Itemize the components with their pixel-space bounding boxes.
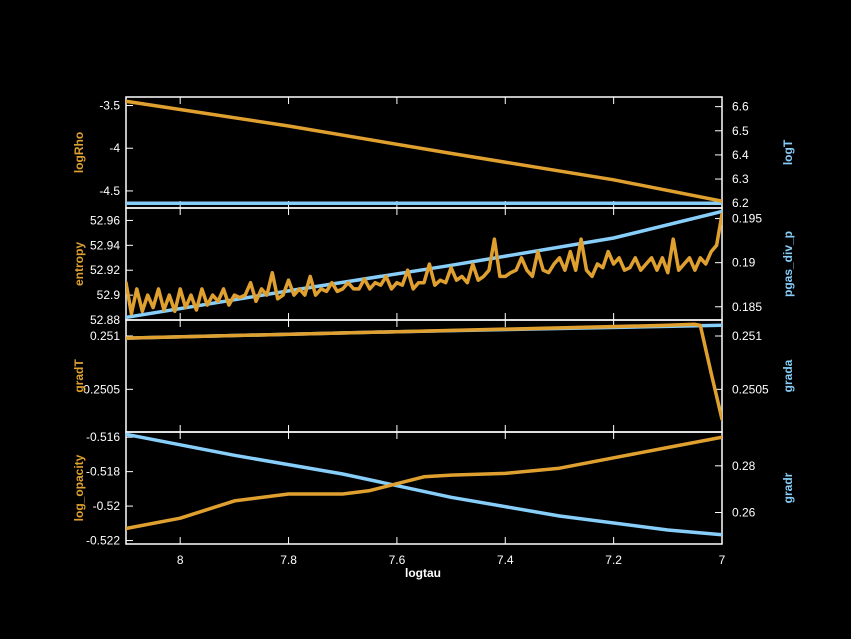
right-tick-label: 6.2 [732, 196, 749, 210]
left-tick-label: -0.52 [93, 499, 121, 513]
left-tick-label: 52.96 [90, 213, 120, 227]
right-tick-label: 6.6 [732, 100, 749, 114]
left-tick-label: -3.5 [99, 99, 120, 113]
x-tick-label: 7.8 [280, 553, 297, 567]
series-line-entropy [126, 212, 722, 316]
left-tick-label: -4.5 [99, 184, 120, 198]
series-line-gradr [126, 432, 722, 537]
panel-2: 52.96 52.94 52.92 52.9 52.88 0.195 0.19 0.185 en… [72, 207, 795, 327]
panel-frame [125, 431, 723, 545]
left-tick-label: 52.9 [97, 288, 121, 302]
x-tick-label: 7.2 [605, 553, 622, 567]
right-axis-label: logT [781, 139, 795, 165]
series-line-pgas_div_p [126, 209, 722, 320]
right-tick-label: 0.185 [732, 300, 762, 314]
left-tick-label: 0.2505 [83, 382, 120, 396]
right-tick-label: 0.251 [732, 329, 762, 343]
right-tick-label: 0.195 [732, 212, 762, 226]
left-tick-label: 0.251 [90, 329, 120, 343]
panel-4: -0.516 -0.518 -0.52 -0.522 0.28 0.26 log_opaci… [72, 430, 795, 547]
right-tick-label: 6.5 [732, 124, 749, 138]
series-line-gradT [126, 322, 722, 421]
left-tick-label: -0.522 [86, 534, 120, 548]
left-tick-label: -0.516 [86, 430, 120, 444]
x-tick-label: 7.4 [497, 553, 514, 567]
right-tick-label: 0.2505 [732, 382, 769, 396]
x-tick-label: 7.6 [389, 553, 406, 567]
right-axis-label: gradr [781, 472, 795, 503]
x-tick-label: 7 [719, 553, 726, 567]
right-axis-label: pgas_div_p [781, 231, 795, 297]
right-tick-label: 6.4 [732, 148, 749, 162]
left-tick-label: 52.94 [90, 238, 120, 252]
left-tick-label: 52.88 [90, 313, 120, 327]
x-axis-label: logtau [405, 566, 441, 580]
right-tick-label: 0.28 [732, 459, 756, 473]
right-tick-label: 0.19 [732, 256, 756, 270]
left-tick-label: 52.92 [90, 263, 120, 277]
x-tick-label: 8 [177, 553, 184, 567]
left-tick-label: -0.518 [86, 465, 120, 479]
series-line-log_opacity [126, 435, 722, 531]
panel-1: -3.5 -4 -4.5 6.6 6.5 6.4 6.3 6.2 logRho logT [72, 96, 795, 210]
left-axis-label: entropy [72, 242, 86, 286]
left-tick-label: -4 [109, 141, 120, 155]
right-axis-label: grada [781, 359, 795, 392]
series-line-logRho [126, 99, 722, 203]
right-tick-label: 6.3 [732, 172, 749, 186]
right-tick-label: 0.26 [732, 506, 756, 520]
left-axis-label: log_opacity [72, 454, 86, 521]
left-axis-label: logRho [72, 132, 86, 173]
left-axis-label: gradT [72, 359, 86, 393]
